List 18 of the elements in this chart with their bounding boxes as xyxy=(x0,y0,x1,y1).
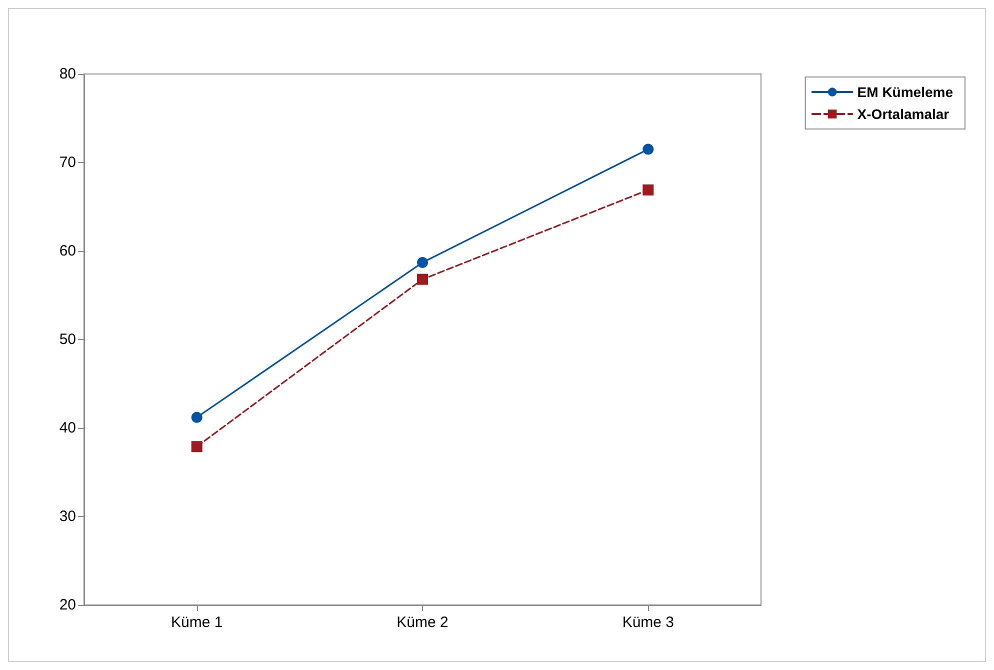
y-tick-label: 20 xyxy=(59,596,76,614)
x-tick-label: Küme 2 xyxy=(396,614,448,631)
x-tick-label: Küme 3 xyxy=(622,614,674,631)
point xyxy=(642,184,654,196)
point xyxy=(642,144,654,155)
point xyxy=(191,412,202,423)
y-tick-label: 30 xyxy=(59,508,76,525)
y-tick-label: 60 xyxy=(59,242,76,260)
point xyxy=(417,274,428,285)
point xyxy=(191,441,202,452)
y-tick-label: 40 xyxy=(59,420,76,436)
legend-label: X-Ortalamalar xyxy=(857,106,950,122)
y-tick-label: 50 xyxy=(59,331,76,348)
y-tick-label: 70 xyxy=(59,154,76,171)
x-tick-label: Küme 1 xyxy=(170,614,223,631)
legend-label: EM Kümeleme xyxy=(857,84,954,100)
point xyxy=(417,257,428,268)
y-tick-label: 80 xyxy=(59,66,76,82)
